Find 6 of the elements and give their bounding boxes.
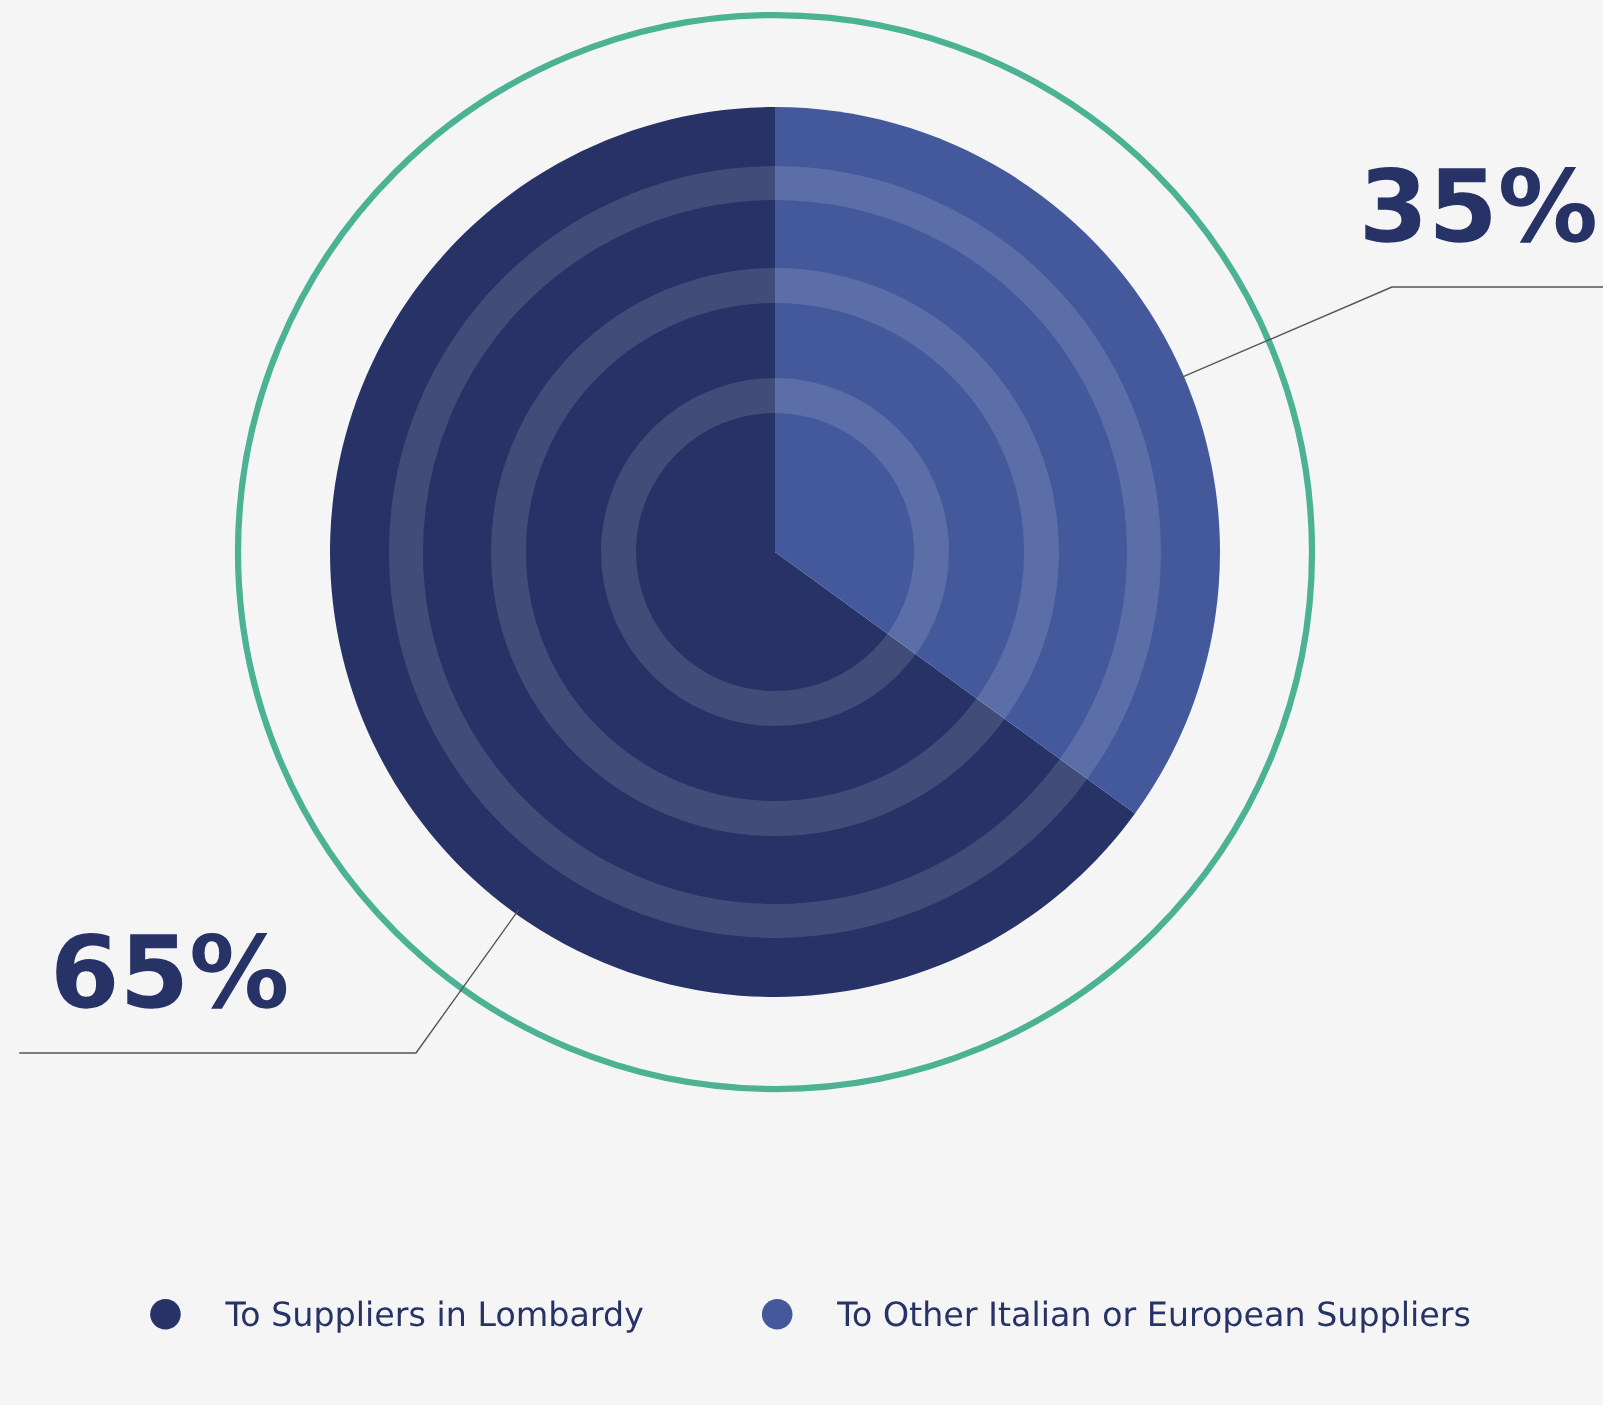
legend-label: To Suppliers in Lombardy bbox=[225, 1300, 643, 1333]
legend-label: To Other Italian or European Suppliers bbox=[837, 1300, 1470, 1333]
pie-slice bbox=[775, 107, 1220, 814]
data-label: 65% bbox=[56, 932, 287, 1009]
pie-slice bbox=[330, 107, 1136, 997]
data-label: 35% bbox=[1365, 166, 1595, 243]
